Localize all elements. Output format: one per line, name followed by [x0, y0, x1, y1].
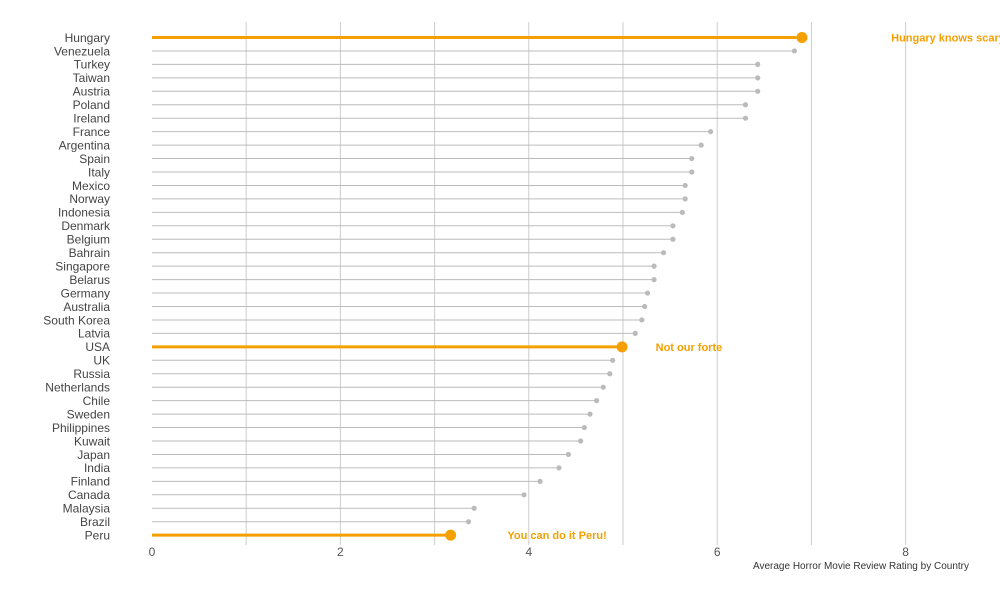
x-axis-title: Average Horror Movie Review Rating by Co… — [753, 561, 969, 572]
dot — [644, 290, 651, 296]
country-label: Netherlands — [45, 381, 110, 395]
dot — [698, 142, 704, 148]
country-label: Australia — [63, 300, 110, 314]
dot — [587, 411, 593, 417]
annotation-label: You can do it Peru! — [507, 530, 606, 542]
country-label: Poland — [73, 98, 110, 112]
dot — [742, 115, 749, 121]
country-label: Austria — [73, 85, 111, 99]
country-label: Philippines — [52, 421, 110, 435]
dot — [642, 303, 648, 310]
country-label: Spain — [79, 152, 110, 166]
country-label: Brazil — [80, 515, 110, 529]
dot — [651, 263, 657, 269]
dot — [556, 465, 562, 471]
country-label: Bahrain — [69, 246, 110, 260]
annotation-label: Not our forte — [656, 342, 723, 354]
country-label: UK — [93, 354, 110, 368]
dot — [791, 48, 798, 54]
x-tick-label: 2 — [337, 545, 344, 559]
dot — [796, 32, 808, 43]
country-label: Latvia — [78, 327, 110, 341]
country-label: Singapore — [55, 259, 110, 273]
dot — [594, 398, 600, 404]
dot — [471, 505, 477, 511]
dot — [616, 341, 628, 353]
dot — [742, 102, 749, 108]
dot — [578, 438, 584, 444]
country-label: France — [73, 125, 111, 139]
dot — [755, 75, 761, 81]
dot — [660, 250, 667, 256]
dot — [537, 478, 543, 484]
dot — [445, 529, 457, 541]
country-label: Belarus — [69, 273, 110, 287]
dot — [639, 317, 645, 323]
dot — [607, 371, 613, 377]
country-label: USA — [85, 340, 110, 354]
country-label: Ireland — [73, 112, 110, 126]
country-label: Finland — [71, 475, 110, 489]
country-label: Germany — [61, 286, 110, 300]
country-label: South Korea — [43, 313, 110, 327]
country-label: Argentina — [59, 138, 111, 152]
country-label: Sweden — [67, 407, 110, 421]
country-labels: HungaryVenezuelaTurkeyTaiwanAustriaPolan… — [43, 31, 111, 543]
dot — [651, 277, 657, 283]
country-label: Canada — [68, 488, 110, 502]
country-label: Russia — [73, 367, 110, 381]
x-tick-label: 4 — [525, 545, 532, 559]
dot — [708, 129, 714, 135]
country-label: Malaysia — [63, 502, 111, 516]
country-label: Venezuela — [54, 44, 110, 58]
country-label: Norway — [69, 192, 110, 206]
gridlines — [245, 22, 907, 545]
country-label: Mexico — [72, 179, 110, 193]
dot — [670, 223, 676, 229]
dot — [670, 236, 676, 242]
dot — [682, 196, 688, 202]
x-axis-ticks: 0 2 4 6 8 — [149, 545, 910, 559]
dot — [465, 519, 472, 525]
country-label: Turkey — [74, 58, 110, 72]
dot — [581, 424, 587, 431]
dot — [565, 451, 571, 458]
country-label: Indonesia — [58, 206, 110, 220]
country-label: Italy — [88, 165, 110, 179]
dot — [755, 61, 761, 67]
x-tick-label: 0 — [149, 545, 156, 559]
dot — [632, 330, 638, 336]
dot — [521, 492, 527, 498]
annotations: Hungary knows scary Not our forte You can … — [507, 33, 1000, 543]
dot — [679, 209, 685, 215]
country-label: Chile — [83, 394, 111, 408]
dot — [689, 169, 695, 175]
dot — [689, 155, 695, 162]
country-label: Hungary — [65, 31, 110, 45]
annotation-label: Hungary knows scary — [891, 33, 1000, 45]
country-label: Peru — [85, 528, 110, 542]
dot — [610, 357, 616, 363]
dot — [682, 182, 688, 189]
country-label: Japan — [77, 448, 110, 462]
dot — [600, 384, 606, 390]
country-label: Taiwan — [73, 71, 110, 85]
country-label: Belgium — [67, 233, 110, 247]
country-label: India — [84, 461, 110, 475]
country-label: Denmark — [61, 219, 111, 233]
dot — [755, 88, 761, 94]
dots — [445, 32, 808, 541]
x-tick-label: 8 — [902, 545, 909, 559]
x-tick-label: 6 — [714, 545, 721, 559]
country-label: Kuwait — [74, 434, 111, 448]
stems — [152, 36, 802, 537]
